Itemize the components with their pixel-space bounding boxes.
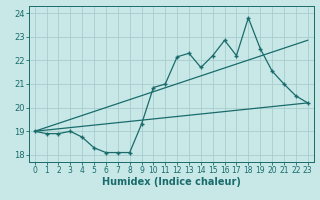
X-axis label: Humidex (Indice chaleur): Humidex (Indice chaleur) <box>102 177 241 187</box>
